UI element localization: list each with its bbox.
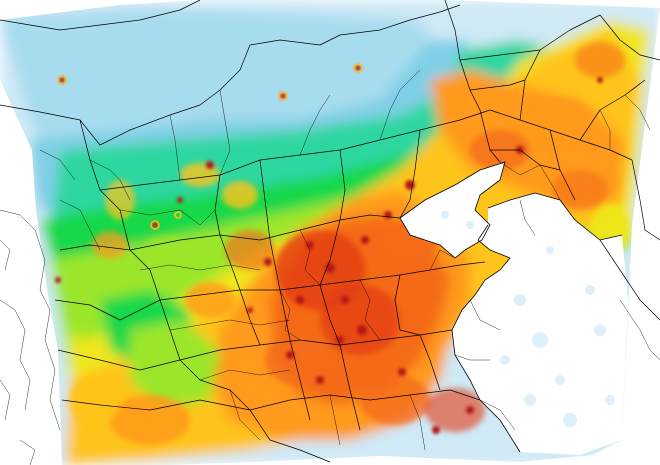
- admin-fine-boundaries: [0, 69, 660, 465]
- field-detail-layer: [70, 42, 630, 445]
- bohai-sea: [400, 162, 505, 258]
- hotspot-rings: [57, 63, 363, 230]
- hotspot-layer: [55, 65, 603, 434]
- sea-speckle: [441, 211, 615, 427]
- yellow-sea: [452, 193, 628, 455]
